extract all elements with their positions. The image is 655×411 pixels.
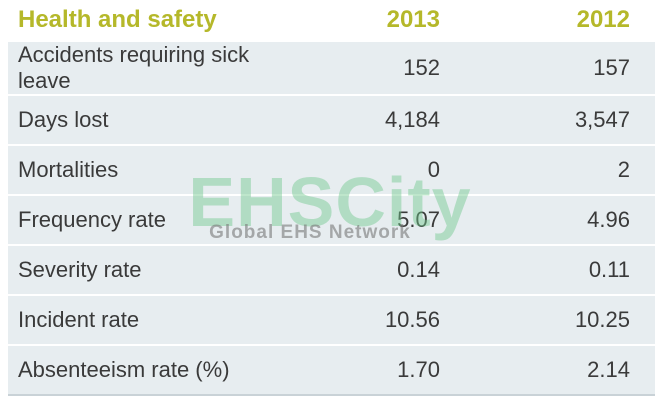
header-cell: 2012 — [576, 6, 630, 33]
table-row: Frequency rate 5.07 4.96 — [8, 194, 655, 245]
table-row: Days lost 4,184 3,547 — [8, 94, 655, 145]
header-row: Health and safety 2013 2012 — [8, 0, 655, 41]
value-cell: 2.14 — [440, 344, 655, 396]
value-cell: 4,184 — [260, 94, 440, 145]
data-table: Health and safety 2013 2012 Accidents requ… — [8, 0, 655, 396]
value-cell: 10.56 — [260, 294, 440, 345]
label-cell: Absenteeism rate (%) — [8, 344, 260, 396]
label-cell: Accidents requiring sick leave — [8, 40, 260, 95]
table-row: Mortalities 0 2 — [8, 144, 655, 195]
value-cell: 1.70 — [260, 344, 440, 396]
value-cell: 10.25 — [440, 294, 655, 345]
table-row: Incident rate 10.56 10.25 — [8, 294, 655, 345]
value-cell: 0.14 — [260, 244, 440, 295]
table-body: Accidents requiring sick leave 152 157 Days… — [8, 40, 655, 396]
value-cell: 5.07 — [260, 194, 440, 245]
label-cell: Mortalities — [8, 144, 260, 195]
table-row: Absenteeism rate (%) 1.70 2.14 — [8, 344, 655, 396]
value-cell: 0 — [260, 144, 440, 195]
label-cell: Severity rate — [8, 244, 260, 295]
value-cell: 152 — [260, 40, 440, 95]
watermark-title: EHSCity — [188, 163, 472, 241]
value-cell: 4.96 — [440, 194, 655, 245]
label-cell: Incident rate — [8, 294, 260, 345]
label-cell: Days lost — [8, 94, 260, 145]
value-cell: 0.11 — [440, 244, 655, 295]
value-cell: 157 — [440, 40, 655, 95]
table-row: Accidents requiring sick leave 152 157 — [8, 40, 655, 95]
value-cell: 2 — [440, 144, 655, 195]
header-cell: 2013 — [386, 6, 440, 33]
header-cell: Health and safety — [18, 6, 217, 33]
value-cell: 3,547 — [440, 94, 655, 145]
table-row: Severity rate 0.14 0.11 — [8, 244, 655, 295]
watermark-subtitle: Global EHS Network — [209, 222, 411, 243]
label-cell: Frequency rate — [8, 194, 260, 245]
